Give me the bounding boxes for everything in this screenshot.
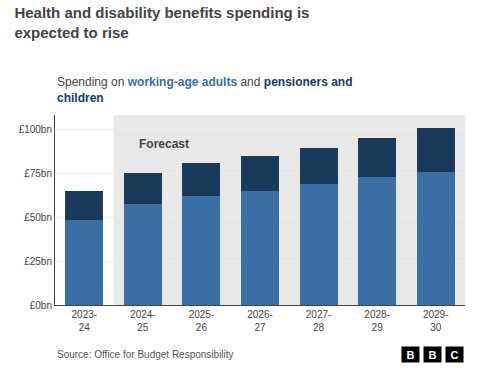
svg-text:Health and disability benefits: Health and disability benefits spending … <box>14 4 309 41</box>
svg-text:C: C <box>451 349 459 361</box>
svg-text:2024-25: 2024-25 <box>130 309 156 333</box>
svg-text:Spending on working-age adults: Spending on working-age adults and pensi… <box>57 75 352 105</box>
svg-text:£50bn: £50bn <box>24 212 52 223</box>
svg-text:Forecast: Forecast <box>139 137 189 151</box>
svg-text:2029-30: 2029-30 <box>423 309 449 333</box>
svg-text:2028-29: 2028-29 <box>364 309 390 333</box>
svg-text:£100bn: £100bn <box>19 124 52 135</box>
svg-text:£0bn: £0bn <box>30 300 52 311</box>
svg-text:2026-27: 2026-27 <box>247 309 273 333</box>
svg-text:2025-26: 2025-26 <box>189 309 215 333</box>
svg-text:2023-24: 2023-24 <box>72 309 98 333</box>
svg-text:2027-28: 2027-28 <box>306 309 332 333</box>
svg-text:£75bn: £75bn <box>24 168 52 179</box>
svg-text:B: B <box>429 349 437 361</box>
svg-text:£25bn: £25bn <box>24 256 52 267</box>
svg-text:Source: Office for Budget Resp: Source: Office for Budget Responsibility <box>57 349 234 360</box>
svg-text:B: B <box>407 349 415 361</box>
